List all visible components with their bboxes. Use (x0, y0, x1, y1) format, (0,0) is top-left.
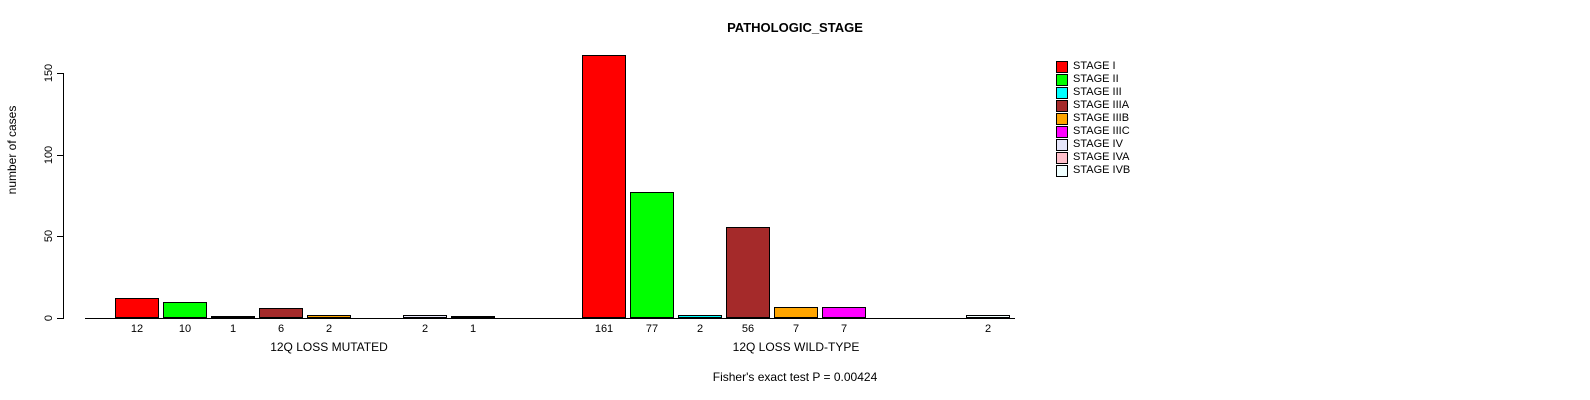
legend-swatch-stage-iva (1056, 152, 1068, 164)
bar-stage-iiic (822, 307, 866, 318)
legend-label: STAGE IVA (1073, 151, 1130, 163)
y-axis-tick (57, 155, 63, 156)
bar-value-label: 6 (277, 323, 285, 335)
y-axis-tick (57, 318, 63, 319)
y-tick-label: 50 (43, 229, 55, 243)
fisher-test-annotation: Fisher's exact test P = 0.00424 (712, 370, 878, 384)
bar-value-label: 1 (469, 323, 477, 335)
bar-value-label: 56 (741, 323, 755, 335)
legend-label: STAGE IV (1073, 138, 1123, 150)
bar-stage-iiib (307, 315, 351, 318)
bar-value-label: 1 (229, 323, 237, 335)
bar-stage-ii (163, 302, 207, 318)
legend-label: STAGE II (1073, 73, 1119, 85)
bar-stage-iiib (774, 307, 818, 318)
legend-label: STAGE IVB (1073, 164, 1131, 176)
bar-stage-iv (403, 315, 447, 318)
legend-swatch-stage-iiic (1056, 126, 1068, 138)
legend-swatch-stage-ivb (1056, 165, 1068, 177)
legend-swatch-stage-iiia (1056, 100, 1068, 112)
y-axis-tick (57, 236, 63, 237)
bar-stage-i (115, 298, 159, 318)
legend-label: STAGE IIIB (1073, 112, 1130, 124)
bar-value-label: 7 (840, 323, 848, 335)
bar-value-label: 2 (984, 323, 992, 335)
legend-swatch-stage-iii (1056, 87, 1068, 99)
bar-value-label: 10 (178, 323, 192, 335)
bar-stage-iva (451, 316, 495, 318)
x-group-label: 12Q LOSS MUTATED (270, 340, 388, 354)
legend-swatch-stage-ii (1056, 74, 1068, 86)
x-baseline (85, 318, 1015, 319)
legend-swatch-stage-iiib (1056, 113, 1068, 125)
bar-stage-iii (211, 316, 255, 318)
legend-label: STAGE III (1073, 86, 1122, 98)
bar-value-label: 7 (792, 323, 800, 335)
x-group-label: 12Q LOSS WILD-TYPE (732, 340, 860, 354)
y-axis-label: number of cases (5, 105, 19, 195)
bar-stage-i (582, 55, 626, 318)
y-tick-label: 150 (43, 63, 55, 83)
legend-label: STAGE I (1073, 60, 1116, 72)
legend-swatch-stage-iv (1056, 139, 1068, 151)
bar-value-label: 2 (325, 323, 333, 335)
bar-stage-iiia (259, 308, 303, 318)
bar-value-label: 77 (645, 323, 659, 335)
y-axis-line (63, 73, 64, 319)
bar-stage-iiia (726, 227, 770, 318)
y-tick-label: 0 (43, 314, 55, 322)
bar-value-label: 12 (130, 323, 144, 335)
legend-label: STAGE IIIA (1073, 99, 1130, 111)
chart-title: PATHOLOGIC_STAGE (727, 20, 863, 35)
bar-value-label: 2 (696, 323, 704, 335)
y-axis-tick (57, 73, 63, 74)
bar-stage-ii (630, 192, 674, 318)
bar-stage-iii (678, 315, 722, 318)
legend-label: STAGE IIIC (1073, 125, 1130, 137)
y-tick-label: 100 (43, 145, 55, 165)
bar-value-label: 161 (594, 323, 614, 335)
bar-stage-ivb (966, 315, 1010, 318)
legend-swatch-stage-i (1056, 61, 1068, 73)
bar-value-label: 2 (421, 323, 429, 335)
